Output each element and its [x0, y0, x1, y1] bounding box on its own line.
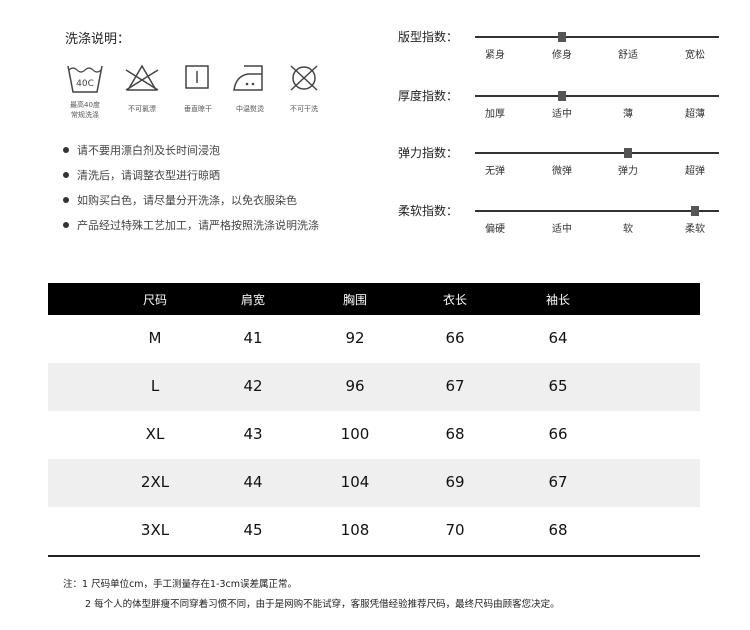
icon-label-line: 最高40度 [70, 101, 100, 109]
index-option: 偏硬 [485, 224, 505, 235]
index-option: 紧身 [485, 50, 505, 61]
iron-medium-icon [233, 65, 263, 91]
washing-note: 如购买白色，请尽量分开洗涤，以免衣服染色 [63, 192, 319, 217]
index-option: 无弹 [485, 166, 505, 177]
index-label: 弹力指数： [398, 146, 459, 160]
table-bottom-divider [48, 555, 700, 557]
index-label: 版型指数： [398, 30, 459, 44]
index-option: 柔软 [685, 224, 705, 235]
table-cell: 69 [445, 473, 465, 491]
icon-label: 中温熨烫 [236, 105, 264, 113]
index-track [475, 210, 719, 212]
table-cell: M [148, 329, 162, 347]
no-dry-clean-icon [290, 65, 318, 91]
header-cell: 胸围 [342, 293, 367, 307]
table-cell: 104 [340, 473, 370, 491]
table-row: XL 43 100 68 66 [48, 411, 700, 459]
size-table-header: 尺码 肩宽 胸围 衣长 袖长 [48, 283, 700, 315]
table-cell: 66 [548, 425, 568, 443]
header-cell: 尺码 [142, 293, 167, 307]
table-cell: 43 [243, 425, 263, 443]
index-option: 弹力 [618, 166, 638, 177]
table-cell: 100 [340, 425, 370, 443]
index-option: 薄 [623, 109, 633, 120]
index-marker [624, 148, 632, 158]
hang-dry-icon [185, 65, 209, 89]
wash-40c-icon: 40C [67, 65, 103, 93]
index-marker [691, 206, 699, 216]
table-cell: 96 [345, 377, 365, 395]
washing-notes: 请不要用漂白剂及长时间浸泡 清洗后，请调整衣型进行晾晒 如购买白色，请尽量分开洗… [63, 142, 319, 242]
index-marker [558, 91, 566, 101]
table-cell: 67 [548, 473, 568, 491]
table-row: 2XL 44 104 69 67 [48, 459, 700, 507]
index-option: 超弹 [685, 166, 705, 177]
table-cell: XL [145, 425, 165, 443]
washing-note: 清洗后，请调整衣型进行晾晒 [63, 167, 319, 192]
icon-label: 不可氯漂 [128, 105, 156, 113]
index-option: 适中 [552, 109, 572, 120]
table-cell: 108 [340, 521, 370, 539]
table-cell: 67 [445, 377, 465, 395]
index-option: 适中 [552, 224, 572, 235]
table-cell: L [150, 377, 160, 395]
index-option: 加厚 [485, 109, 505, 120]
index-option: 宽松 [685, 50, 705, 61]
index-option: 舒适 [618, 50, 638, 61]
index-option: 微弹 [552, 166, 572, 177]
table-cell: 42 [243, 377, 263, 395]
table-row: L 42 96 67 65 [48, 363, 700, 411]
header-cell: 袖长 [545, 293, 570, 307]
table-cell: 68 [445, 425, 465, 443]
no-bleach-icon [125, 64, 159, 91]
icon-label: 不可干洗 [290, 105, 318, 113]
wash-temp-text: 40C [76, 79, 94, 89]
index-option: 超薄 [685, 109, 705, 120]
icon-label: 最高40度常规洗涤 [60, 100, 110, 120]
index-marker [558, 32, 566, 42]
footnote: 注：1 尺码单位cm，手工测量存在1-3cm误差属正常。 [63, 579, 298, 590]
icon-label-line: 常规洗涤 [71, 111, 99, 119]
table-cell: 64 [548, 329, 568, 347]
index-track [475, 152, 719, 154]
table-cell: 66 [445, 329, 465, 347]
index-label: 柔软指数： [398, 204, 459, 218]
table-cell: 92 [345, 329, 365, 347]
header-cell: 衣长 [442, 293, 467, 307]
table-cell: 68 [548, 521, 568, 539]
header-cell: 肩宽 [240, 293, 265, 307]
table-row: M 41 92 66 64 [48, 315, 700, 363]
washing-note: 请不要用漂白剂及长时间浸泡 [63, 142, 319, 167]
washing-note: 产品经过特殊工艺加工，请严格按照洗涤说明洗涤 [63, 217, 319, 242]
table-cell: 70 [445, 521, 465, 539]
footnote: 2 每个人的体型胖瘦不同穿着习惯不同，由于是网购不能试穿，客服凭借经验推荐尺码，… [85, 599, 560, 610]
table-cell: 3XL [140, 521, 170, 539]
index-label: 厚度指数： [398, 89, 459, 103]
table-cell: 2XL [140, 473, 170, 491]
table-row: 3XL 45 108 70 68 [48, 507, 700, 555]
index-option: 修身 [552, 50, 572, 61]
index-option: 软 [623, 224, 633, 235]
icon-label: 垂直晾干 [184, 105, 212, 113]
index-track [475, 95, 719, 97]
washing-title: 洗涤说明： [65, 32, 131, 47]
index-track [475, 36, 719, 38]
table-cell: 45 [243, 521, 263, 539]
table-cell: 65 [548, 377, 568, 395]
table-cell: 44 [243, 473, 263, 491]
table-cell: 41 [243, 329, 263, 347]
